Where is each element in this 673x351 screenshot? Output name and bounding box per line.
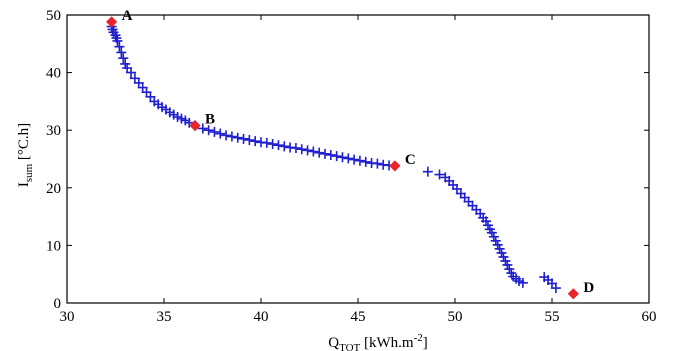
x-tick-label: 55	[545, 309, 560, 325]
data-point-plus	[314, 147, 325, 158]
data-point-plus	[267, 139, 278, 150]
data-point-plus	[126, 67, 137, 78]
y-axis-title-unit: [°C.h]	[16, 123, 32, 164]
data-point-plus	[343, 153, 354, 164]
x-axis-title-main: Q	[328, 335, 339, 351]
y-axis-title-sub: sum	[23, 163, 35, 182]
highlight-point	[567, 288, 579, 300]
y-tick-label: 0	[54, 296, 62, 312]
data-point-plus	[279, 141, 290, 152]
data-point-plus	[215, 128, 226, 139]
highlight-point	[106, 16, 118, 28]
data-point-plus	[197, 123, 208, 134]
x-tick-label: 60	[642, 309, 657, 325]
data-point-plus	[118, 53, 129, 64]
data-point-plus	[550, 283, 561, 294]
data-point-plus	[422, 166, 433, 177]
data-point-plus	[325, 149, 336, 160]
data-point-plus	[250, 136, 261, 147]
y-tick-label: 30	[46, 123, 61, 139]
x-axis-title-unit: [kWh.m	[360, 335, 414, 351]
data-point-plus	[517, 277, 528, 288]
x-axis-title-sub: TOT	[339, 342, 360, 351]
data-point-plus	[116, 47, 127, 58]
data-point-plus	[244, 134, 255, 145]
highlight-points: A B C D	[106, 8, 594, 300]
data-point-plus	[337, 152, 348, 163]
data-point-plus	[226, 131, 237, 142]
data-point-plus	[320, 148, 331, 159]
data-point-plus	[434, 169, 445, 180]
x-tick-label: 35	[157, 309, 172, 325]
x-tick-label: 40	[254, 309, 269, 325]
highlight-point	[389, 160, 401, 172]
y-axis-title: Isum [°C.h]	[16, 123, 35, 187]
x-axis-title: QTOT [kWh.m-2]	[328, 332, 428, 351]
data-point-plus	[372, 158, 383, 169]
highlight-point-label: C	[405, 152, 416, 168]
y-tick-label: 50	[46, 8, 61, 24]
x-axis-ticks: 30 35 40 45 50 55 60	[60, 15, 657, 325]
data-point-plus	[360, 156, 371, 167]
data-point-plus	[203, 125, 214, 136]
y-tick-label: 10	[46, 238, 61, 254]
data-point-plus	[349, 154, 360, 165]
highlight-point-label: D	[583, 280, 594, 296]
y-tick-label: 20	[46, 181, 61, 197]
data-point-plus	[290, 143, 301, 154]
data-series	[106, 21, 561, 294]
data-point-plus	[238, 133, 249, 144]
data-point-plus	[273, 140, 284, 151]
x-axis-title-unit-close: ]	[423, 335, 428, 351]
data-point-plus	[112, 35, 123, 46]
y-axis-ticks: 0 10 20 30 40 50	[46, 8, 649, 312]
x-axis-title-unit-sup: -2	[414, 332, 423, 344]
x-tick-label: 30	[60, 309, 75, 325]
data-point-plus	[308, 146, 319, 157]
data-point-plus	[296, 144, 307, 155]
data-point-plus	[209, 126, 220, 137]
x-tick-label: 50	[448, 309, 463, 325]
data-point-plus	[354, 155, 365, 166]
data-point-plus	[261, 137, 272, 148]
highlight-point-label: A	[122, 8, 133, 24]
data-point-plus	[331, 151, 342, 162]
data-point-plus	[114, 41, 125, 52]
y-tick-label: 40	[46, 66, 61, 82]
data-point-plus	[302, 145, 313, 156]
x-tick-label: 45	[351, 309, 366, 325]
highlight-point-label: B	[205, 112, 215, 128]
data-point-plus	[232, 132, 243, 143]
y-axis-title-main: I	[16, 182, 32, 187]
data-point-plus	[221, 130, 232, 141]
highlight-point	[189, 120, 201, 132]
